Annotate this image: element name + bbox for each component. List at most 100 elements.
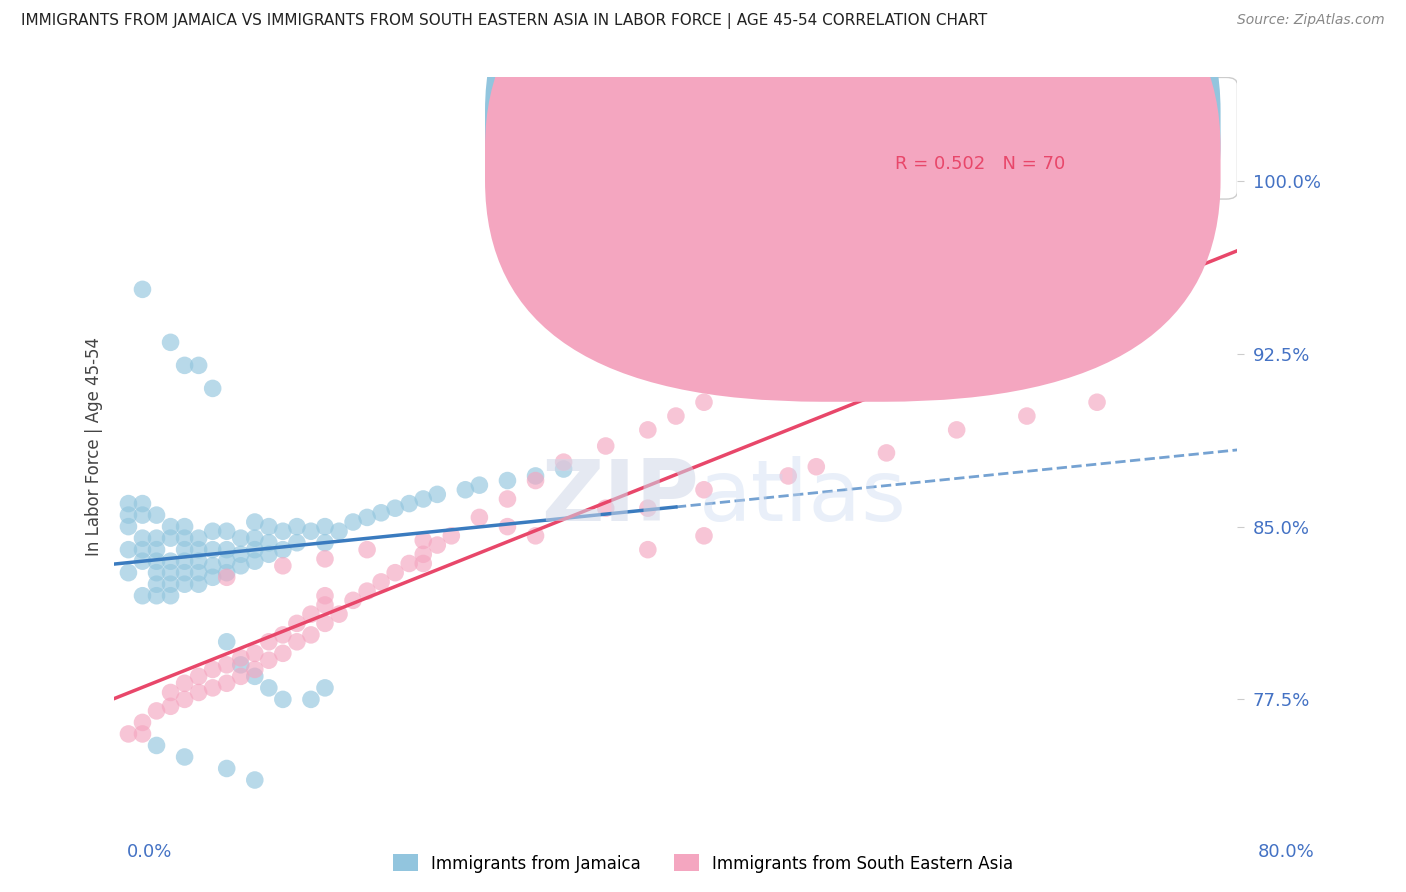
Point (145, 554, 167, 568)
Point (412, 533, 434, 548)
Text: ZIP: ZIP (541, 456, 699, 539)
Point (159, 566, 181, 580)
Point (173, 359, 195, 373)
Text: R = 0.306   N = 89: R = 0.306 N = 89 (894, 118, 1066, 136)
Point (187, 359, 209, 373)
Point (145, 589, 167, 603)
Point (426, 487, 449, 501)
Point (145, 739, 167, 753)
Point (173, 554, 195, 568)
Point (117, 519, 139, 533)
Text: 0.0%: 0.0% (127, 843, 172, 861)
Legend: Immigrants from Jamaica, Immigrants from South Eastern Asia: Immigrants from Jamaica, Immigrants from… (385, 847, 1021, 880)
Point (243, 662, 266, 676)
Y-axis label: In Labor Force | Age 45-54: In Labor Force | Age 45-54 (86, 336, 103, 556)
Point (257, 681, 280, 695)
Text: 80.0%: 80.0% (1258, 843, 1315, 861)
Point (187, 566, 209, 580)
Point (693, 529, 716, 543)
Point (159, 554, 181, 568)
Point (299, 692, 322, 706)
Point (553, 455, 575, 469)
Point (271, 628, 294, 642)
Point (187, 577, 209, 591)
Point (159, 531, 181, 545)
Point (201, 681, 224, 695)
Point (215, 542, 238, 557)
Point (468, 510, 491, 524)
Point (131, 715, 153, 730)
Point (229, 531, 252, 545)
Point (187, 554, 209, 568)
Point (187, 542, 209, 557)
Point (173, 519, 195, 533)
Point (229, 558, 252, 573)
Point (370, 506, 392, 520)
Point (215, 566, 238, 580)
Point (159, 699, 181, 714)
Point (314, 552, 336, 566)
Point (229, 657, 252, 672)
Point (257, 535, 280, 549)
Point (173, 566, 195, 580)
Point (314, 589, 336, 603)
Point (145, 577, 167, 591)
Point (145, 566, 167, 580)
Point (257, 547, 280, 561)
Point (173, 577, 195, 591)
Point (201, 542, 224, 557)
Point (398, 497, 420, 511)
Point (117, 542, 139, 557)
Point (131, 282, 153, 296)
Point (398, 557, 420, 571)
Point (1085, 395, 1108, 409)
Point (229, 669, 252, 683)
Point (342, 593, 364, 607)
Point (299, 607, 322, 622)
Text: R = 0.502   N = 70: R = 0.502 N = 70 (894, 154, 1066, 173)
Point (159, 519, 181, 533)
Point (201, 570, 224, 584)
Point (145, 542, 167, 557)
Point (356, 510, 378, 524)
Point (356, 584, 378, 599)
Point (243, 542, 266, 557)
Point (285, 519, 308, 533)
Point (117, 727, 139, 741)
Point (271, 692, 294, 706)
Point (412, 491, 434, 506)
Point (201, 558, 224, 573)
Point (257, 635, 280, 649)
Point (285, 635, 308, 649)
Point (271, 524, 294, 539)
Point (131, 497, 153, 511)
Point (257, 519, 280, 533)
Point (173, 692, 195, 706)
Point (314, 616, 336, 631)
Point (215, 570, 238, 584)
Point (187, 669, 209, 683)
FancyBboxPatch shape (485, 0, 1220, 365)
Point (524, 474, 547, 488)
Point (145, 704, 167, 718)
Point (117, 508, 139, 522)
Point (637, 501, 659, 516)
Point (173, 676, 195, 690)
Point (215, 676, 238, 690)
Point (595, 501, 617, 516)
Point (637, 423, 659, 437)
Point (1015, 409, 1038, 423)
Point (693, 395, 716, 409)
Point (117, 566, 139, 580)
Point (131, 589, 153, 603)
Point (637, 542, 659, 557)
Point (356, 542, 378, 557)
Point (412, 547, 434, 561)
Point (243, 554, 266, 568)
Point (159, 589, 181, 603)
Point (806, 459, 828, 474)
Point (299, 524, 322, 539)
Point (215, 762, 238, 776)
FancyBboxPatch shape (485, 0, 1220, 401)
Point (314, 681, 336, 695)
